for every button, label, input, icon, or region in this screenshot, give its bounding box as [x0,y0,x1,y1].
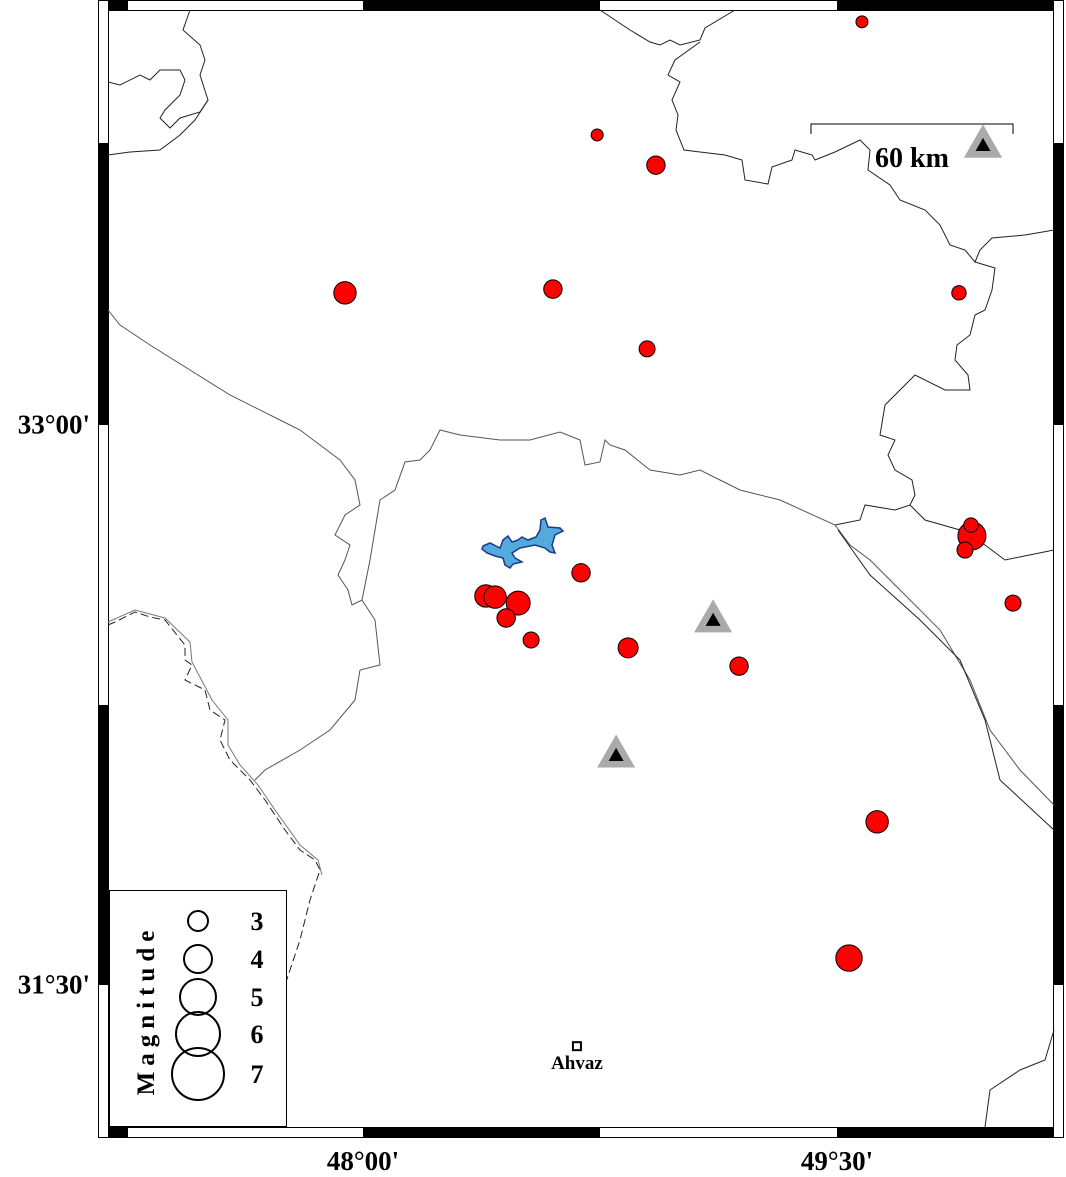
boundary-line [107,309,381,781]
earthquake-event-8 [963,517,979,533]
station-inner-icon-1 [705,612,721,626]
border-line [107,611,321,986]
city-marker-icon [571,1041,582,1052]
lat-label-31-30: 31°30' [17,969,90,1000]
lon-label-48: 48°00' [326,1146,400,1176]
earthquake-event-5 [638,340,656,358]
boundary-line [107,609,323,876]
boundary-line [361,429,1055,806]
legend-label-7: 7 [251,1060,264,1089]
boundary-line [837,529,1055,831]
seismic-stations [597,124,1002,768]
legend-circle-4 [183,944,213,974]
earthquake-event-15 [522,631,540,649]
boundary-line [599,9,736,46]
lat-label-33: 33°00' [17,409,90,440]
province-boundaries [107,9,1055,1128]
lon-label-49-30: 49°30' [800,1146,874,1176]
earthquake-event-2 [646,155,666,175]
legend-circle-3 [187,910,209,932]
station-inner-icon-2 [608,747,624,761]
earthquake-event-19 [865,810,889,834]
map-frame [98,0,1064,1138]
reservoir-lake [481,516,565,569]
earthquake-event-6 [951,285,967,301]
earthquake-event-0 [855,15,869,29]
boundary-line [984,1029,1055,1128]
earthquake-event-4 [543,279,563,299]
earthquake-event-20 [835,944,863,972]
legend-label-3: 3 [251,907,264,936]
legend-label-5: 5 [251,983,264,1012]
station-inner-icon-scale [975,137,991,151]
legend-label-4: 4 [251,945,264,974]
boundary-line [667,41,1055,263]
legend-circle-5 [179,978,217,1016]
earthquake-event-1 [590,128,604,142]
city-label: Ahvaz [551,1053,603,1074]
earthquake-events [333,15,1022,972]
earthquake-event-17 [729,656,749,676]
scale-bar-label: 60 km [875,143,949,174]
city-ahvaz: Ahvaz [551,1041,603,1074]
earthquake-event-18 [1004,594,1022,612]
earthquake-event-14 [496,608,516,628]
scale-bar: 60 km [810,123,1014,174]
earthquake-event-3 [333,281,357,305]
boundary-line [834,261,996,526]
legend-circle-6 [175,1011,221,1057]
legend-label-6: 6 [251,1020,264,1049]
boundary-line [107,99,209,156]
earthquake-event-13 [505,590,531,616]
magnitude-legend: Magnitude 3 4 5 6 7 [109,890,287,1127]
earthquake-event-9 [956,541,974,559]
legend-title: Magnitude [133,925,160,1096]
legend-circle-7 [171,1047,225,1101]
boundary-line [107,9,209,129]
earthquake-event-16 [617,637,639,659]
earthquake-event-12 [483,585,507,609]
earthquake-event-10 [571,563,591,583]
